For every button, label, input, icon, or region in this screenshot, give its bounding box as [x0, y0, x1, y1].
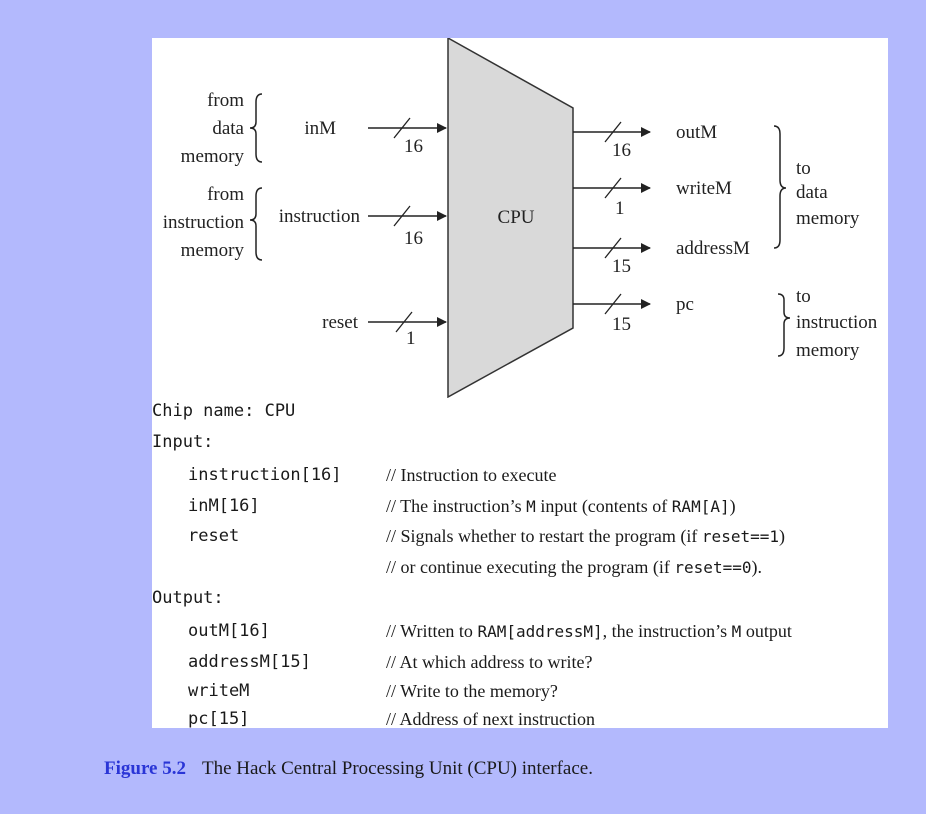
spec-input-comment-inM: // The instruction’s M input (contents o… [386, 493, 736, 520]
source-data-memory-line-1: from [207, 90, 244, 111]
bus-slash-writeM [604, 177, 622, 199]
spec-input-name-reset: reset [188, 526, 240, 546]
comment-text-fragment: // The instruction’s [386, 496, 527, 516]
comment-code-fragment: M [526, 497, 536, 516]
figure-number: Figure 5.2 [104, 758, 186, 779]
chip-name-line: Chip name: CPU [152, 401, 296, 421]
comment-text-fragment: // Written to [386, 621, 478, 641]
comment-code-fragment: RAM[A] [671, 497, 730, 516]
input-name-inM: inM [304, 118, 336, 139]
bus-width-writeM: 1 [615, 198, 625, 219]
brace-to-instruction-memory [777, 293, 791, 357]
bus-width-reset: 1 [406, 328, 416, 349]
output-name-outM: outM [676, 122, 717, 143]
output-name-addressM: addressM [676, 238, 750, 259]
cpu-label: CPU [498, 207, 535, 228]
comment-code-fragment: M [731, 622, 742, 641]
comment-text-fragment: output [741, 621, 792, 641]
cpu-chip-shape [447, 38, 574, 398]
bus-slash-outM [604, 121, 622, 143]
bus-slash-reset [395, 311, 413, 333]
input-name-instruction: instruction [279, 206, 361, 227]
spec-output-comment-addressM: // At which address to write? [386, 649, 592, 675]
dest-data-memory-line-1: to [796, 158, 811, 179]
brace-to-data-memory [773, 125, 787, 249]
dest-instruction-memory-line-1: to [796, 286, 811, 307]
spec-output-comment-pc: // Address of next instruction [386, 706, 595, 732]
comment-text-fragment: , the instruction’s [602, 621, 732, 641]
spec-input-name-instruction: instruction[16] [188, 465, 342, 485]
comment-text-fragment: // Signals whether to restart the progra… [386, 526, 702, 546]
brace-from-instruction-memory [249, 187, 263, 261]
spec-input-comment-instruction: // Instruction to execute [386, 462, 556, 488]
comment-code-fragment: reset==1 [701, 527, 779, 546]
spec-input-comment-reset: // Signals whether to restart the progra… [386, 523, 785, 550]
spec-output-name-outM: outM[16] [188, 621, 270, 641]
comment-text-fragment: ) [729, 496, 736, 516]
dest-instruction-memory-line-3: memory [796, 340, 860, 361]
input-name-reset: reset [322, 312, 359, 333]
comment-text-fragment: ). [751, 557, 762, 577]
bus-width-instruction: 16 [404, 228, 423, 249]
spec-input-comment-reset-continued: // or continue executing the program (if… [386, 554, 762, 581]
bus-width-inM: 16 [404, 136, 423, 157]
spec-output-name-writeM: writeM [188, 681, 250, 701]
cpu-interface-diagram: CPU inM 16 instruction 16 reset 1 from d… [163, 38, 878, 398]
spec-output-comment-outM: // Written to RAM[addressM], the instruc… [386, 618, 792, 645]
comment-text-fragment: // Address of next instruction [386, 709, 595, 729]
comment-code-fragment: reset==0 [674, 558, 752, 577]
bus-width-addressM: 15 [612, 256, 631, 277]
spec-input-name-inM: inM[16] [188, 496, 260, 516]
input-section-label: Input: [152, 432, 214, 452]
figure-caption: Figure 5.2 The Hack Central Processing Un… [104, 758, 593, 780]
bus-slash-addressM [604, 237, 622, 259]
dest-data-memory-line-3: memory [796, 208, 860, 229]
bus-slash-instruction [393, 205, 411, 227]
comment-text-fragment: // At which address to write? [386, 652, 593, 672]
spec-output-name-addressM: addressM[15] [188, 652, 311, 672]
figure-panel: CPU inM 16 instruction 16 reset 1 from d… [152, 38, 888, 728]
comment-text-fragment: // Write to the memory? [386, 681, 558, 701]
comment-code-fragment: RAM[addressM] [477, 622, 603, 641]
dest-instruction-memory-line-2: instruction [796, 312, 878, 333]
comment-text-fragment: ) [778, 526, 785, 546]
output-name-writeM: writeM [676, 178, 732, 199]
comment-text-fragment: // or continue executing the program (if [386, 557, 675, 577]
source-data-memory-line-3: memory [181, 146, 245, 167]
spec-output-comment-writeM: // Write to the memory? [386, 678, 558, 704]
source-instruction-memory-line-2: instruction [163, 212, 245, 233]
source-instruction-memory-line-3: memory [181, 240, 245, 261]
comment-text-fragment: input (contents of [535, 496, 672, 516]
comment-text-fragment: // Instruction to execute [386, 465, 557, 485]
output-name-pc: pc [676, 294, 694, 315]
brace-from-data-memory [249, 93, 263, 163]
source-data-memory-line-2: data [212, 118, 244, 139]
figure-caption-text: The Hack Central Processing Unit (CPU) i… [201, 758, 593, 779]
source-instruction-memory-line-1: from [207, 184, 244, 205]
bus-slash-inM [393, 117, 411, 139]
output-section-label: Output: [152, 588, 224, 608]
bus-width-outM: 16 [612, 140, 631, 161]
bus-slash-pc [604, 293, 622, 315]
spec-output-name-pc: pc[15] [188, 709, 250, 729]
bus-width-pc: 15 [612, 314, 631, 335]
dest-data-memory-line-2: data [796, 182, 828, 203]
